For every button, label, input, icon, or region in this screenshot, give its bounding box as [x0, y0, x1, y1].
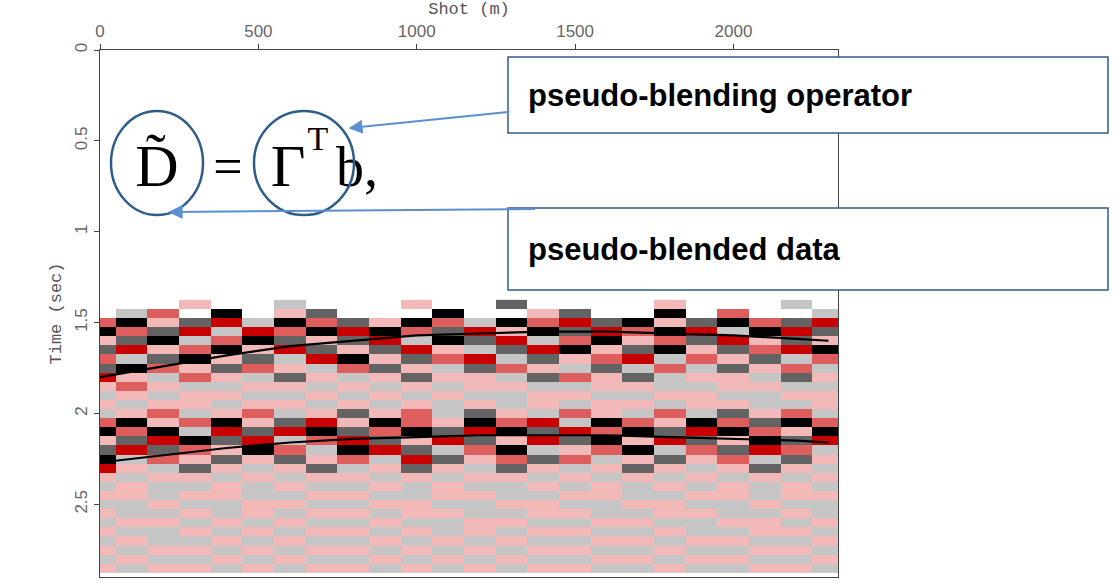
svg-text:pseudo-blending operator: pseudo-blending operator — [528, 78, 912, 113]
svg-text:2.5: 2.5 — [72, 490, 91, 514]
svg-text:2: 2 — [72, 406, 91, 415]
svg-text:0: 0 — [95, 22, 104, 41]
svg-text:1: 1 — [72, 224, 91, 233]
svg-text:=: = — [213, 138, 242, 195]
svg-text:1500: 1500 — [556, 22, 594, 41]
svg-text:pseudo-blended data: pseudo-blended data — [528, 232, 841, 267]
svg-text:500: 500 — [244, 22, 272, 41]
svg-text:0.5: 0.5 — [72, 126, 91, 150]
svg-text:b,: b, — [336, 136, 378, 198]
svg-text:T: T — [308, 120, 329, 157]
svg-text:D̃: D̃ — [135, 133, 178, 199]
svg-text:2000: 2000 — [715, 22, 753, 41]
svg-text:Time (sec): Time (sec) — [47, 262, 66, 364]
svg-text:Γ: Γ — [271, 133, 306, 199]
svg-text:1000: 1000 — [398, 22, 436, 41]
svg-text:0: 0 — [72, 43, 91, 52]
svg-text:Shot (m): Shot (m) — [428, 0, 510, 19]
svg-text:1.5: 1.5 — [72, 308, 91, 332]
